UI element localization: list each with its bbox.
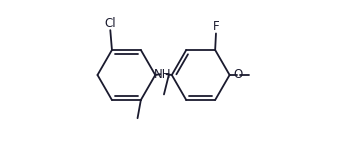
Text: Cl: Cl [104,17,116,30]
Text: O: O [234,69,243,81]
Text: F: F [213,20,219,33]
Text: NH: NH [154,68,172,81]
